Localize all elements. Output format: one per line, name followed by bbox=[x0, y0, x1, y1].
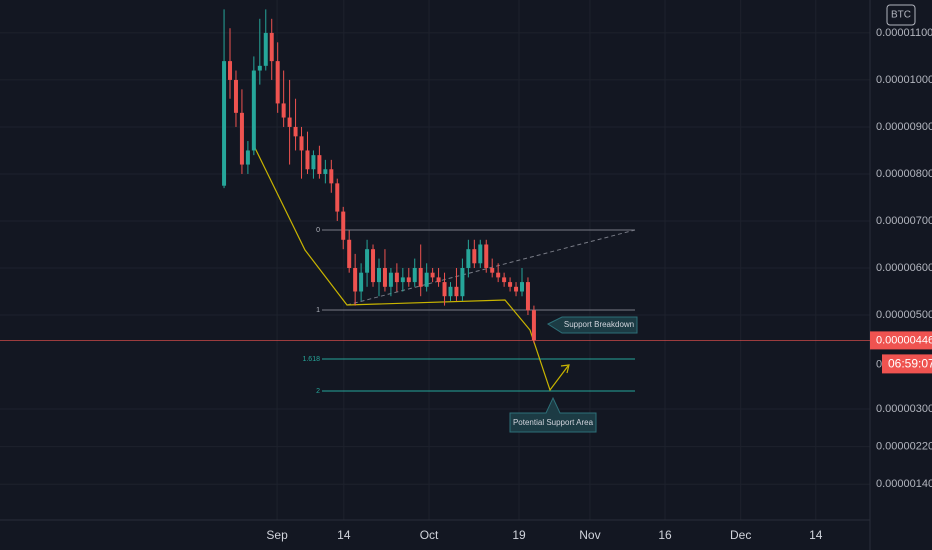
candle-body bbox=[311, 155, 316, 170]
candle-body bbox=[257, 65, 262, 71]
price-label-hidden: 0. bbox=[876, 358, 885, 370]
candle-body bbox=[269, 32, 274, 62]
y-tick-label: 0.00000220 bbox=[876, 441, 932, 453]
candle-body bbox=[430, 272, 435, 278]
candle-body bbox=[436, 277, 441, 283]
candle-body bbox=[239, 112, 244, 165]
candle-body bbox=[472, 249, 477, 264]
candle-body bbox=[496, 272, 501, 278]
candle-body bbox=[245, 150, 250, 165]
candle-body bbox=[502, 277, 507, 283]
candle-body bbox=[406, 277, 411, 283]
candle-body bbox=[335, 183, 340, 212]
candle-body bbox=[359, 272, 364, 292]
price-label: 0.00000446 bbox=[876, 334, 932, 346]
candle-body bbox=[305, 150, 310, 170]
y-tick-label: 0.00001100 bbox=[876, 27, 932, 39]
candle-body bbox=[281, 103, 286, 118]
y-tick-label: 0.00000700 bbox=[876, 215, 932, 227]
candle-body bbox=[466, 249, 471, 268]
y-tick-label: 0.00001000 bbox=[876, 74, 932, 86]
candle-body bbox=[525, 282, 530, 311]
candle-body bbox=[531, 310, 536, 341]
candle-body bbox=[448, 286, 453, 297]
callout bbox=[546, 316, 638, 334]
fib-label: 1 bbox=[316, 307, 320, 314]
x-tick-label: 14 bbox=[337, 528, 351, 542]
candle-body bbox=[251, 70, 256, 151]
candle-body bbox=[341, 211, 346, 240]
candle-body bbox=[376, 267, 381, 283]
candle-body bbox=[299, 136, 304, 151]
trend-line bbox=[346, 229, 636, 306]
candle-body bbox=[478, 244, 483, 264]
projection-path bbox=[254, 147, 569, 392]
candle-body bbox=[382, 267, 387, 287]
x-tick-label: Oct bbox=[420, 528, 439, 542]
x-tick-label: Sep bbox=[266, 528, 288, 542]
x-tick-label: 14 bbox=[809, 528, 823, 542]
countdown-box bbox=[882, 354, 932, 374]
candle-body bbox=[442, 282, 447, 297]
price-label-box bbox=[870, 331, 932, 350]
candle-body bbox=[293, 126, 298, 137]
y-tick-label: 0.00000600 bbox=[876, 262, 932, 274]
candle-body bbox=[460, 267, 465, 297]
fib-label: 0 bbox=[316, 227, 320, 234]
candle-body bbox=[454, 286, 459, 297]
arrow-head bbox=[560, 364, 570, 374]
candle-body bbox=[400, 277, 405, 283]
y-tick-label: 0.00000300 bbox=[876, 403, 932, 415]
callout bbox=[509, 396, 597, 433]
candle-body bbox=[323, 169, 328, 174]
candle-body bbox=[388, 272, 393, 287]
y-tick-label: 0.00000140 bbox=[876, 478, 932, 490]
candle-body bbox=[233, 79, 238, 113]
candle-body bbox=[514, 286, 519, 292]
candle-body bbox=[371, 249, 376, 283]
candle-body bbox=[365, 249, 370, 273]
y-tick-label: 0.00000500 bbox=[876, 309, 932, 321]
currency-box bbox=[886, 4, 916, 26]
fib-label: 2 bbox=[316, 388, 320, 395]
candle-body bbox=[484, 244, 489, 268]
x-tick-label: 16 bbox=[658, 528, 672, 542]
candle-body bbox=[222, 61, 227, 186]
fib-label: 1.618 bbox=[302, 356, 320, 363]
candle-body bbox=[508, 282, 513, 287]
drawings: 0 1 1.618 2 Support Breakdown Potential … bbox=[254, 147, 638, 433]
candle-body bbox=[347, 239, 352, 268]
callout-text: Support Breakdown bbox=[564, 320, 634, 329]
candle-body bbox=[228, 61, 233, 80]
callout-text: Potential Support Area bbox=[513, 418, 594, 427]
y-tick-label: 0.00000900 bbox=[876, 121, 932, 133]
candle-body bbox=[520, 282, 524, 292]
candle-body bbox=[275, 61, 280, 104]
candle-body bbox=[418, 267, 423, 287]
candle-body bbox=[490, 267, 495, 273]
candle-body bbox=[329, 169, 334, 184]
x-tick-label: Nov bbox=[579, 528, 600, 542]
candle-body bbox=[424, 272, 429, 287]
x-tick-label: 19 bbox=[512, 528, 526, 542]
candle-body bbox=[287, 117, 292, 127]
y-tick-label: 0.00000800 bbox=[876, 168, 932, 180]
candle-body bbox=[317, 155, 322, 174]
candle-body bbox=[263, 32, 268, 66]
candle-body bbox=[412, 267, 417, 283]
currency-label: BTC bbox=[891, 10, 911, 21]
countdown: 06:59:07 bbox=[888, 357, 932, 371]
candle-body bbox=[394, 272, 399, 283]
x-tick-label: Dec bbox=[730, 528, 751, 542]
candle-body bbox=[353, 267, 358, 292]
